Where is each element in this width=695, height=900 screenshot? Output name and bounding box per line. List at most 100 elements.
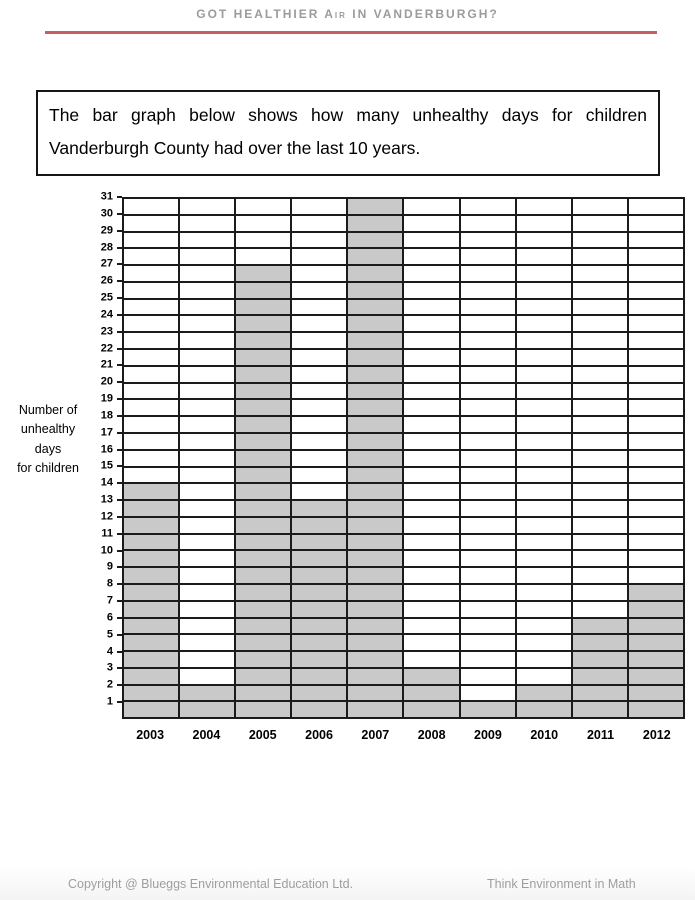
y-tick-label: 12 (100, 510, 113, 523)
grid-cell (628, 601, 683, 619)
grid-cell (628, 584, 683, 602)
grid-cell (236, 266, 291, 283)
grid-cell (516, 468, 571, 485)
grid-cell (460, 300, 515, 317)
grid-cell (628, 350, 683, 367)
grid-cell (292, 249, 347, 267)
y-axis-title: Number of unhealthy days for children (4, 401, 92, 479)
y-tick-mark (117, 549, 122, 552)
y-tick-label: 8 (106, 577, 113, 590)
x-tick-label: 2003 (136, 728, 165, 742)
bar-column-2011 (572, 199, 629, 718)
y-tick-label: 17 (100, 426, 113, 439)
grid-cell (572, 535, 627, 552)
grid-cell (236, 450, 291, 468)
grid-cell (180, 199, 235, 216)
grid-cell (124, 417, 179, 434)
instruction-line: Vanderburgh County had over the last 10 … (49, 138, 421, 158)
grid-cell (292, 551, 347, 569)
grid-cell (628, 300, 683, 317)
grid-cell (628, 551, 683, 569)
grid-cell (628, 316, 683, 334)
y-tick-mark (117, 229, 122, 232)
grid-cell (572, 216, 627, 233)
y-tick-label: 16 (100, 443, 113, 456)
grid-cell (236, 433, 291, 451)
grid-cell (124, 484, 179, 502)
grid-cell (572, 300, 627, 317)
grid-cell (180, 417, 235, 434)
grid-cell (572, 350, 627, 367)
grid-cell (236, 199, 291, 216)
grid-cell (516, 316, 571, 334)
grid-cell (236, 249, 291, 267)
grid-cell (236, 618, 291, 636)
grid-cell (460, 283, 515, 300)
grid-cell (516, 434, 571, 451)
y-tick-mark (117, 633, 122, 636)
grid-cell (572, 384, 627, 401)
bar-column-2012 (628, 199, 683, 718)
grid-cell (292, 333, 347, 351)
grid-cell (292, 601, 347, 619)
grid-cell (516, 501, 571, 518)
grid-cell (348, 601, 403, 619)
plot-area (122, 197, 685, 719)
grid-cell (516, 199, 571, 216)
x-tick-label: 2006 (305, 728, 333, 742)
grid-cell (516, 702, 571, 718)
grid-cell (572, 400, 627, 418)
y-tick-mark (117, 212, 122, 215)
grid-cell (180, 216, 235, 233)
grid-cell (460, 266, 515, 283)
grid-cell (348, 702, 403, 718)
grid-cell (236, 702, 291, 718)
y-tick-label: 5 (106, 628, 113, 641)
y-tick-label: 11 (101, 527, 113, 540)
grid-cell (460, 535, 515, 552)
grid-cell (180, 501, 235, 518)
grid-cell (404, 216, 459, 233)
grid-cell (236, 568, 291, 585)
grid-cell (236, 484, 291, 502)
grid-cell (124, 451, 179, 468)
grid-cell (572, 668, 627, 686)
grid-cell (460, 233, 515, 250)
grid-cell (292, 484, 347, 502)
grid-cell (180, 518, 235, 535)
grid-cell (404, 434, 459, 451)
grid-cell (628, 333, 683, 351)
grid-cell (460, 686, 515, 703)
y-tick-mark (117, 398, 122, 401)
grid-cell (124, 534, 179, 552)
grid-cell (516, 350, 571, 367)
grid-cell (180, 568, 235, 585)
grid-cell (180, 266, 235, 283)
grid-cell (460, 367, 515, 384)
grid-cell (236, 534, 291, 552)
grid-cell (236, 400, 291, 418)
grid-cell (628, 635, 683, 653)
y-tick-label: 18 (100, 409, 113, 422)
grid-cell (180, 384, 235, 401)
x-tick-label: 2009 (474, 728, 502, 742)
grid-cell (572, 199, 627, 216)
grid-cell (516, 635, 571, 653)
grid-cell (404, 266, 459, 283)
instruction-box: The bar graph below shows how many unhea… (36, 90, 660, 176)
grid-cell (460, 635, 515, 653)
grid-cell (628, 233, 683, 250)
grid-cell (628, 400, 683, 418)
grid-cell (460, 702, 515, 718)
grid-cell (572, 283, 627, 300)
grid-cell (236, 299, 291, 317)
grid-cell (460, 249, 515, 267)
y-axis-labels: 31 30 29 28 27 26 25 24 23 22 21 20 19 18 17 16 15 14 13 12… (84, 191, 122, 719)
y-tick-mark (117, 431, 122, 434)
grid-cell (404, 233, 459, 250)
grid-cell (292, 635, 347, 653)
x-tick-label: 2011 (586, 728, 615, 742)
grid-cell (236, 584, 291, 602)
bar-column-2006 (292, 199, 349, 718)
